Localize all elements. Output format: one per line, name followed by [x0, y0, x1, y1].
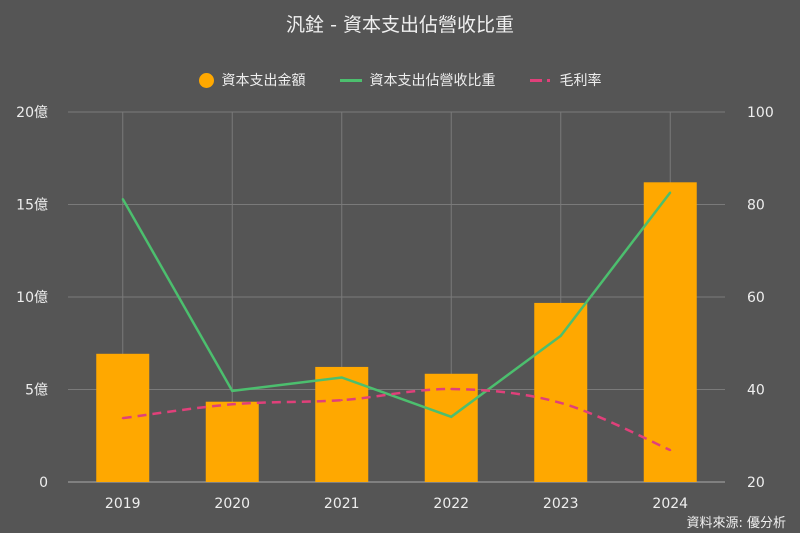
- point-gross-margin: [340, 399, 343, 402]
- legend-item-capex-ratio[interactable]: 資本支出佔營收比重: [339, 70, 496, 90]
- line-capex-ratio: [121, 191, 672, 419]
- point-capex-ratio: [340, 376, 343, 379]
- line-gross-margin: [122, 387, 671, 452]
- legend-dot-icon: [198, 72, 214, 88]
- point-capex-ratio: [121, 197, 124, 200]
- x-tick-label: 2022: [433, 496, 469, 512]
- point-gross-margin: [121, 417, 124, 420]
- x-tick-label: 2023: [543, 496, 579, 512]
- y-right-tick-label: 60: [747, 290, 765, 306]
- point-capex-ratio: [669, 191, 672, 194]
- point-gross-margin: [231, 403, 234, 406]
- bar-2024: [643, 182, 697, 483]
- x-tick-label: 2019: [105, 496, 141, 512]
- y-left-tick-label: 20億: [16, 105, 48, 121]
- y-left-tick-label: 5億: [25, 383, 48, 399]
- y-right-tick-label: 40: [747, 383, 765, 399]
- legend-dash-icon: [529, 78, 552, 82]
- point-gross-margin: [559, 401, 562, 404]
- point-capex-ratio: [559, 334, 562, 337]
- source-note: 資料來源: 優分析: [686, 516, 786, 531]
- y-right-tick-label: 80: [747, 198, 765, 214]
- legend-item-capex[interactable]: 資本支出金額: [198, 70, 306, 90]
- point-capex-ratio: [450, 415, 453, 418]
- bar-2022: [424, 373, 478, 482]
- legend-line-icon: [339, 78, 362, 82]
- x-tick-label: 2021: [324, 496, 360, 512]
- point-gross-margin: [450, 388, 453, 391]
- bar-2023: [534, 302, 588, 482]
- bar-2021: [315, 366, 369, 482]
- point-capex-ratio: [231, 389, 234, 392]
- legend: 資本支出金額 資本支出佔營收比重 毛利率: [0, 70, 800, 90]
- point-gross-margin: [669, 449, 672, 452]
- y-left-tick-label: 15億: [16, 198, 48, 214]
- x-tick-label: 2024: [652, 496, 688, 512]
- legend-label: 資本支出佔營收比重: [369, 73, 496, 89]
- bar-2020: [205, 401, 259, 482]
- y-left-tick-label: 10億: [16, 290, 48, 306]
- legend-label: 毛利率: [559, 73, 602, 89]
- y-left-tick-label: 0: [39, 475, 48, 491]
- legend-label: 資本支出金額: [221, 73, 306, 89]
- y-right-tick-label: 100: [747, 105, 774, 121]
- y-right-tick-label: 20: [747, 475, 765, 491]
- legend-item-gross-margin[interactable]: 毛利率: [529, 70, 602, 90]
- chart-title: 汎銓 - 資本支出佔營收比重: [286, 14, 514, 36]
- x-tick-label: 2020: [214, 496, 250, 512]
